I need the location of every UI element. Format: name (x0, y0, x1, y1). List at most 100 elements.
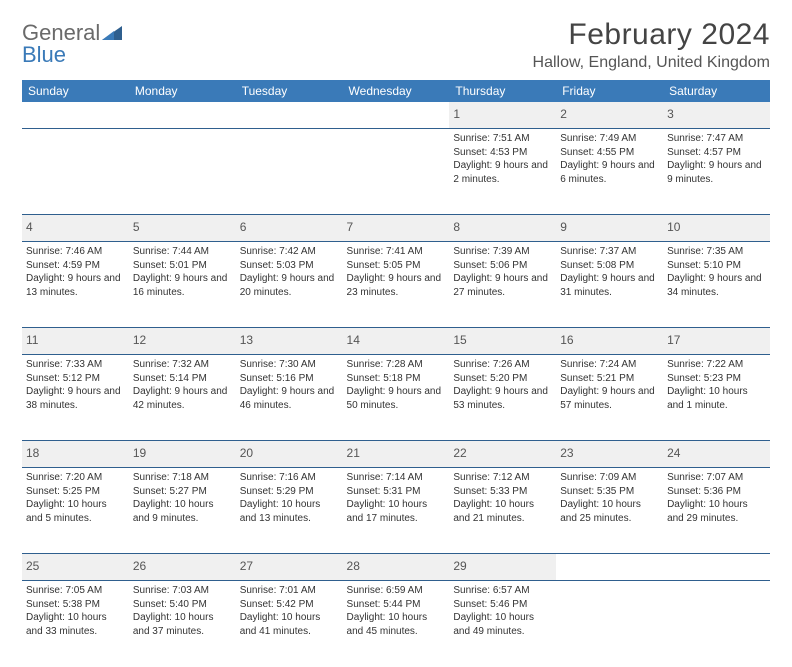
sunset-label: Sunset: 5:03 PM (240, 259, 339, 273)
day-cell: Sunrise: 7:09 AMSunset: 5:35 PMDaylight:… (556, 468, 663, 554)
daylight-label: Daylight: 10 hours and 49 minutes. (453, 611, 552, 638)
day-number: 28 (347, 559, 360, 573)
day-cell (129, 129, 236, 215)
sunset-label: Sunset: 5:08 PM (560, 259, 659, 273)
daylight-label: Daylight: 9 hours and 50 minutes. (347, 385, 446, 412)
day-cell: Sunrise: 7:47 AMSunset: 4:57 PMDaylight:… (663, 129, 770, 215)
daynum-cell: 25 (22, 554, 129, 581)
calendar-header-row: SundayMondayTuesdayWednesdayThursdayFrid… (22, 80, 770, 102)
day-number: 19 (133, 446, 146, 460)
day-cell: Sunrise: 7:39 AMSunset: 5:06 PMDaylight:… (449, 242, 556, 328)
sunrise-label: Sunrise: 7:14 AM (347, 471, 446, 485)
sunrise-label: Sunrise: 7:05 AM (26, 584, 125, 598)
day-cell: Sunrise: 7:44 AMSunset: 5:01 PMDaylight:… (129, 242, 236, 328)
day-details: Sunrise: 7:44 AMSunset: 5:01 PMDaylight:… (133, 245, 232, 299)
daylight-label: Daylight: 9 hours and 13 minutes. (26, 272, 125, 299)
sunset-label: Sunset: 5:36 PM (667, 485, 766, 499)
sunset-label: Sunset: 4:55 PM (560, 146, 659, 160)
sunrise-label: Sunrise: 7:30 AM (240, 358, 339, 372)
sunset-label: Sunset: 5:29 PM (240, 485, 339, 499)
sunrise-label: Sunrise: 7:44 AM (133, 245, 232, 259)
day-cell: Sunrise: 7:32 AMSunset: 5:14 PMDaylight:… (129, 355, 236, 441)
sunset-label: Sunset: 5:06 PM (453, 259, 552, 273)
sunrise-label: Sunrise: 7:39 AM (453, 245, 552, 259)
daylight-label: Daylight: 10 hours and 9 minutes. (133, 498, 232, 525)
day-number: 15 (453, 333, 466, 347)
daynum-cell: 12 (129, 328, 236, 355)
sunrise-label: Sunrise: 7:07 AM (667, 471, 766, 485)
day-number: 18 (26, 446, 39, 460)
sunset-label: Sunset: 5:23 PM (667, 372, 766, 386)
sunset-label: Sunset: 5:40 PM (133, 598, 232, 612)
day-cell: Sunrise: 7:28 AMSunset: 5:18 PMDaylight:… (343, 355, 450, 441)
day-number: 7 (347, 220, 354, 234)
location-label: Hallow, England, United Kingdom (533, 54, 770, 72)
daylight-label: Daylight: 9 hours and 27 minutes. (453, 272, 552, 299)
header: General Blue February 2024 Hallow, Engla… (22, 18, 770, 72)
sunset-label: Sunset: 5:12 PM (26, 372, 125, 386)
day-number: 24 (667, 446, 680, 460)
daynum-row: 123 (22, 102, 770, 129)
daynum-cell: 21 (343, 441, 450, 468)
sunset-label: Sunset: 5:18 PM (347, 372, 446, 386)
day-cell: Sunrise: 7:16 AMSunset: 5:29 PMDaylight:… (236, 468, 343, 554)
sunset-label: Sunset: 5:16 PM (240, 372, 339, 386)
day-details: Sunrise: 7:37 AMSunset: 5:08 PMDaylight:… (560, 245, 659, 299)
day-cell (343, 129, 450, 215)
day-cell: Sunrise: 7:24 AMSunset: 5:21 PMDaylight:… (556, 355, 663, 441)
daynum-cell: 9 (556, 215, 663, 242)
daylight-label: Daylight: 9 hours and 31 minutes. (560, 272, 659, 299)
sunset-label: Sunset: 5:20 PM (453, 372, 552, 386)
daynum-cell (343, 102, 450, 129)
daylight-label: Daylight: 10 hours and 13 minutes. (240, 498, 339, 525)
day-cell (663, 581, 770, 667)
sunrise-label: Sunrise: 7:41 AM (347, 245, 446, 259)
sunset-label: Sunset: 5:46 PM (453, 598, 552, 612)
day-cell: Sunrise: 7:18 AMSunset: 5:27 PMDaylight:… (129, 468, 236, 554)
daynum-cell: 1 (449, 102, 556, 129)
day-details: Sunrise: 7:35 AMSunset: 5:10 PMDaylight:… (667, 245, 766, 299)
daynum-cell: 13 (236, 328, 343, 355)
sunset-label: Sunset: 5:21 PM (560, 372, 659, 386)
daynum-row: 2526272829 (22, 554, 770, 581)
day-cell: Sunrise: 7:26 AMSunset: 5:20 PMDaylight:… (449, 355, 556, 441)
daylight-label: Daylight: 9 hours and 46 minutes. (240, 385, 339, 412)
sunrise-label: Sunrise: 7:28 AM (347, 358, 446, 372)
daynum-cell: 2 (556, 102, 663, 129)
day-cell: Sunrise: 7:49 AMSunset: 4:55 PMDaylight:… (556, 129, 663, 215)
day-number: 10 (667, 220, 680, 234)
daynum-cell: 16 (556, 328, 663, 355)
day-number: 26 (133, 559, 146, 573)
day-cell: Sunrise: 7:30 AMSunset: 5:16 PMDaylight:… (236, 355, 343, 441)
daynum-cell: 22 (449, 441, 556, 468)
daynum-row: 11121314151617 (22, 328, 770, 355)
daynum-cell: 15 (449, 328, 556, 355)
day-number: 22 (453, 446, 466, 460)
daylight-label: Daylight: 10 hours and 29 minutes. (667, 498, 766, 525)
daylight-label: Daylight: 9 hours and 53 minutes. (453, 385, 552, 412)
sunrise-label: Sunrise: 7:12 AM (453, 471, 552, 485)
day-details: Sunrise: 7:39 AMSunset: 5:06 PMDaylight:… (453, 245, 552, 299)
day-details: Sunrise: 7:41 AMSunset: 5:05 PMDaylight:… (347, 245, 446, 299)
day-cell: Sunrise: 7:51 AMSunset: 4:53 PMDaylight:… (449, 129, 556, 215)
daynum-cell (663, 554, 770, 581)
daylight-label: Daylight: 10 hours and 17 minutes. (347, 498, 446, 525)
daynum-cell: 3 (663, 102, 770, 129)
content-row: Sunrise: 7:20 AMSunset: 5:25 PMDaylight:… (22, 468, 770, 554)
sunset-label: Sunset: 4:57 PM (667, 146, 766, 160)
sunrise-label: Sunrise: 7:35 AM (667, 245, 766, 259)
sunrise-label: Sunrise: 7:22 AM (667, 358, 766, 372)
day-details: Sunrise: 6:57 AMSunset: 5:46 PMDaylight:… (453, 584, 552, 638)
sunrise-label: Sunrise: 6:57 AM (453, 584, 552, 598)
weekday-header: Sunday (22, 80, 129, 102)
day-number: 6 (240, 220, 247, 234)
day-number: 5 (133, 220, 140, 234)
sunrise-label: Sunrise: 6:59 AM (347, 584, 446, 598)
day-cell: Sunrise: 7:42 AMSunset: 5:03 PMDaylight:… (236, 242, 343, 328)
sunrise-label: Sunrise: 7:18 AM (133, 471, 232, 485)
sunset-label: Sunset: 5:33 PM (453, 485, 552, 499)
sunset-label: Sunset: 4:59 PM (26, 259, 125, 273)
day-cell: Sunrise: 7:01 AMSunset: 5:42 PMDaylight:… (236, 581, 343, 667)
sunset-label: Sunset: 5:35 PM (560, 485, 659, 499)
day-details: Sunrise: 7:46 AMSunset: 4:59 PMDaylight:… (26, 245, 125, 299)
